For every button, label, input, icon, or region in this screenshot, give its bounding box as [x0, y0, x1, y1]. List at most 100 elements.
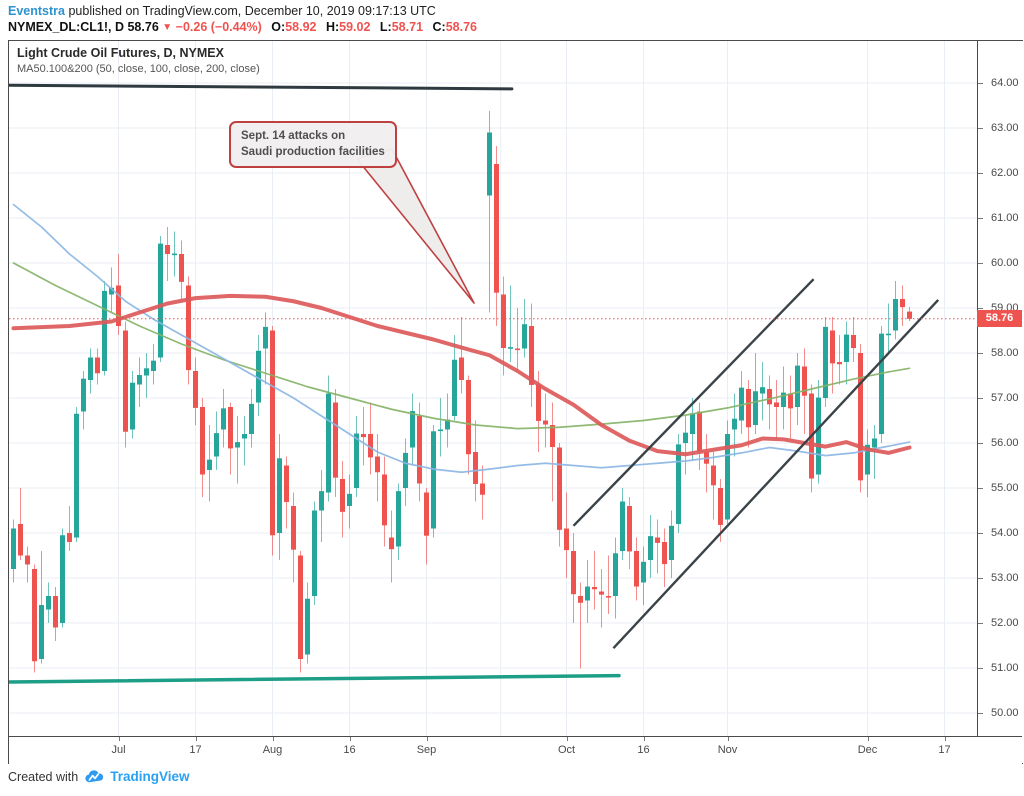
candle-body	[655, 537, 660, 543]
candle-body	[473, 452, 478, 484]
candle-body	[522, 324, 527, 349]
candle-body	[445, 419, 450, 430]
candle-body	[95, 357, 100, 374]
price-tick	[978, 218, 983, 219]
candle-body	[886, 333, 891, 336]
candle-body	[550, 425, 555, 448]
candle-body	[501, 294, 506, 349]
annotation-text-line1: Sept. 14 attacks on	[241, 130, 346, 142]
price-axis-label: 51.00	[991, 662, 1019, 674]
candle-body	[382, 474, 387, 526]
candle-body	[291, 506, 296, 550]
candle-body	[732, 418, 737, 430]
candle-body	[221, 408, 226, 430]
candle-body	[235, 442, 240, 448]
candle-body	[375, 456, 380, 473]
symbol-name: NYMEX_DL:CL1!,	[8, 20, 112, 34]
candle-body	[11, 528, 16, 569]
price-tick	[978, 128, 983, 129]
time-tick	[118, 737, 120, 741]
time-tick	[426, 737, 428, 741]
candle-body	[46, 596, 51, 610]
candle-body	[879, 333, 884, 434]
close-label: C:	[432, 20, 446, 34]
price-axis[interactable]: 64.00 63.00 62.00 61.00 60.00 59.00 58.00 57.00…	[977, 41, 1023, 763]
channel-lower-trendline	[612, 299, 940, 650]
candle-body	[270, 330, 275, 536]
tradingview-brand-link[interactable]: TradingView	[110, 769, 190, 784]
time-tick	[867, 737, 869, 741]
candle-body	[193, 371, 198, 408]
time-axis-label: Dec	[857, 744, 878, 756]
candle-body	[585, 586, 590, 601]
time-axis[interactable]: Jul 17 Aug 16 Sep Oct 16 Nov Dec 17	[9, 736, 1022, 764]
candle-body	[788, 393, 793, 409]
candle-body	[536, 384, 541, 421]
interval-label: D	[114, 20, 124, 34]
last-price-tag: 58.76	[977, 310, 1022, 328]
high-label: H:	[325, 20, 340, 34]
candle-body	[634, 551, 639, 587]
price-axis-label: 64.00	[991, 77, 1019, 89]
candle-body	[172, 253, 177, 256]
candle-body	[753, 391, 758, 425]
chart-plot-area[interactable]	[9, 41, 977, 736]
support-trendline	[9, 673, 621, 684]
candle-body	[767, 389, 772, 405]
candle-body	[361, 434, 366, 438]
candle-body	[613, 553, 618, 596]
candle-body	[431, 431, 436, 529]
candle-body	[214, 433, 219, 457]
candle-body	[494, 164, 499, 293]
candle-body	[207, 459, 212, 470]
time-axis-label: 16	[637, 744, 650, 756]
price-axis-label: 53.00	[991, 572, 1019, 584]
candle-body	[200, 407, 205, 475]
annotation-callout[interactable]: Sept. 14 attacks on Saudi production fac…	[229, 121, 397, 169]
author-link[interactable]: Eventstra	[8, 4, 65, 18]
candle-body	[760, 387, 765, 394]
candle-body	[459, 357, 464, 380]
candle-body	[564, 528, 569, 551]
price-axis-label: 54.00	[991, 527, 1019, 539]
channel-upper-trendline	[572, 278, 815, 527]
candle-body	[298, 555, 303, 659]
price-tick	[978, 308, 983, 309]
time-axis-label: Nov	[717, 744, 738, 756]
candle-body	[795, 365, 800, 407]
candle-body	[690, 413, 695, 434]
candle-body	[907, 311, 912, 319]
price-axis-label: 63.00	[991, 122, 1019, 134]
created-with-label: Created with	[8, 769, 79, 784]
candle-body	[858, 353, 863, 481]
publish-line: Eventstra published on TradingView.com, …	[8, 4, 436, 18]
candle-body	[53, 596, 58, 628]
price-axis-label: 60.00	[991, 257, 1019, 269]
candle-body	[697, 411, 702, 452]
ma100-line	[12, 203, 911, 474]
candle-body	[32, 569, 37, 662]
candle-body	[340, 479, 345, 512]
candle-body	[571, 551, 576, 595]
candle-body	[305, 598, 310, 655]
price-tick	[978, 353, 983, 354]
price-axis-label: 58.00	[991, 347, 1019, 359]
candle-body	[725, 434, 730, 520]
price-tick	[978, 488, 983, 489]
candle-body	[18, 524, 23, 556]
candle-body	[676, 444, 681, 524]
candle-body	[333, 402, 338, 478]
candle-body	[466, 380, 471, 455]
price-axis-label: 52.00	[991, 617, 1019, 629]
price-axis-label: 55.00	[991, 482, 1019, 494]
close-value: 58.76	[445, 20, 477, 34]
candle-body	[711, 465, 716, 486]
candle-body	[137, 375, 142, 385]
time-axis-label: 17	[938, 744, 951, 756]
candle-body	[669, 525, 674, 560]
candle-body	[424, 492, 429, 536]
price-tick	[978, 173, 983, 174]
ma50-line	[11, 293, 912, 457]
candle-body	[410, 411, 415, 448]
candle-body	[312, 510, 317, 596]
